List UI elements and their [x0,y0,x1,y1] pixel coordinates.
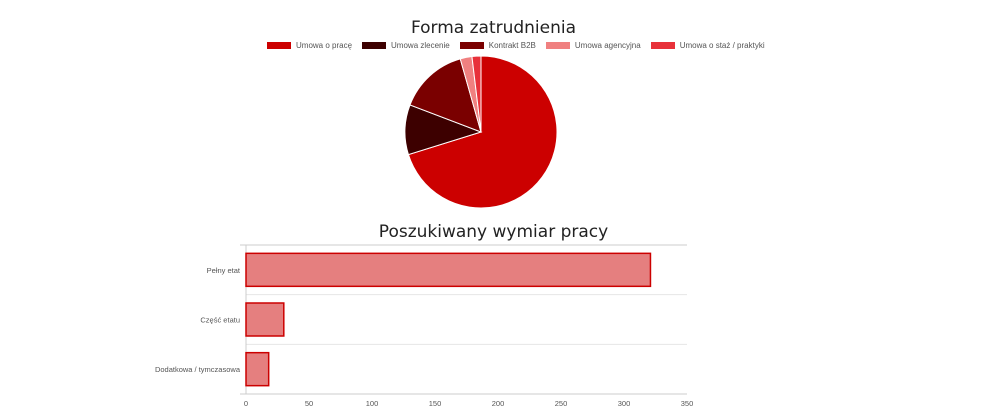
legend-item[interactable]: Umowa zlecenie [362,41,450,50]
pie-chart-title: Forma zatrudnienia [410,18,577,38]
legend-item[interactable]: Kontrakt B2B [459,41,536,50]
bar[interactable] [245,302,285,337]
legend-swatch [267,42,291,49]
bar-chart-title: Poszukiwany wymiar pracy [378,222,609,242]
pie-slice[interactable] [407,55,558,209]
legend-item[interactable]: Umowa o pracę [267,41,352,50]
x-tick-label: 100 [366,399,379,408]
x-tick-label: 250 [555,399,568,408]
pie-legend: Umowa o pracę Umowa zlecenie Kontrakt B2B U… [267,41,775,50]
legend-swatch [459,42,484,49]
x-tick-label: 50 [305,399,313,408]
legend-swatch [650,42,675,49]
x-tick-label: 200 [492,399,505,408]
pie-slice[interactable] [409,58,482,133]
legend-swatch [362,42,387,49]
x-tick-label: 300 [618,399,631,408]
x-tick-label: 350 [681,399,694,408]
legend-label: Umowa agencyjna [574,41,641,50]
category-label: Pełny etat [207,266,241,275]
legend-label: Umowa o staż / praktyki [679,41,765,50]
legend-swatch [545,42,570,49]
legend-label: Umowa zlecenie [391,41,450,50]
legend-label: Kontrakt B2B [488,41,536,50]
pie-slice[interactable] [471,55,482,133]
x-tick-label: 150 [429,399,442,408]
x-tick-label: 0 [244,399,248,408]
category-label: Część etatu [200,316,240,325]
bar[interactable] [245,252,652,288]
bar[interactable] [245,351,270,387]
category-label: Dodatkowa / tymczasowa [155,365,241,374]
legend-item[interactable]: Umowa agencyjna [545,41,641,50]
legend-item[interactable]: Umowa o staż / praktyki [650,41,765,50]
legend-label: Umowa o pracę [296,41,353,50]
